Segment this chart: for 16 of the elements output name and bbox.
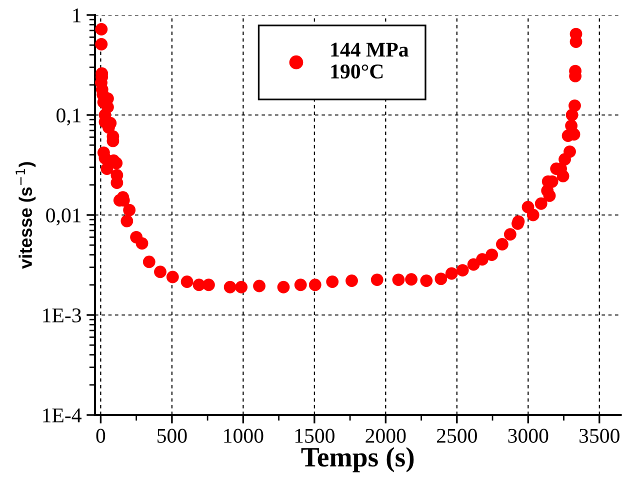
x-tick-label: 2500 — [436, 428, 477, 443]
x-tick-label: 1000 — [224, 428, 264, 443]
y-tick-label: 1 — [73, 8, 81, 22]
y-tick-label: 0,01 — [46, 208, 81, 226]
y-tick-label: 1E-4 — [43, 408, 82, 422]
y-tick-label: 1E-3 — [43, 308, 81, 322]
x-axis-title: Temps (s) — [301, 447, 414, 472]
x-tick-label: 0 — [96, 428, 106, 443]
x-tick-label: 3000 — [508, 428, 548, 443]
x-tick-label: 2000 — [366, 428, 406, 443]
y-axis-title: vitesse (s$^{−1}$) — [16, 162, 36, 269]
x-tick-label: 1500 — [295, 428, 334, 443]
legend-label: 144 MPa 190°C — [331, 42, 409, 79]
x-tick-label: 3500 — [580, 428, 620, 443]
y-tick-label: 0,1 — [56, 108, 81, 126]
x-tick-label: 500 — [158, 428, 187, 443]
